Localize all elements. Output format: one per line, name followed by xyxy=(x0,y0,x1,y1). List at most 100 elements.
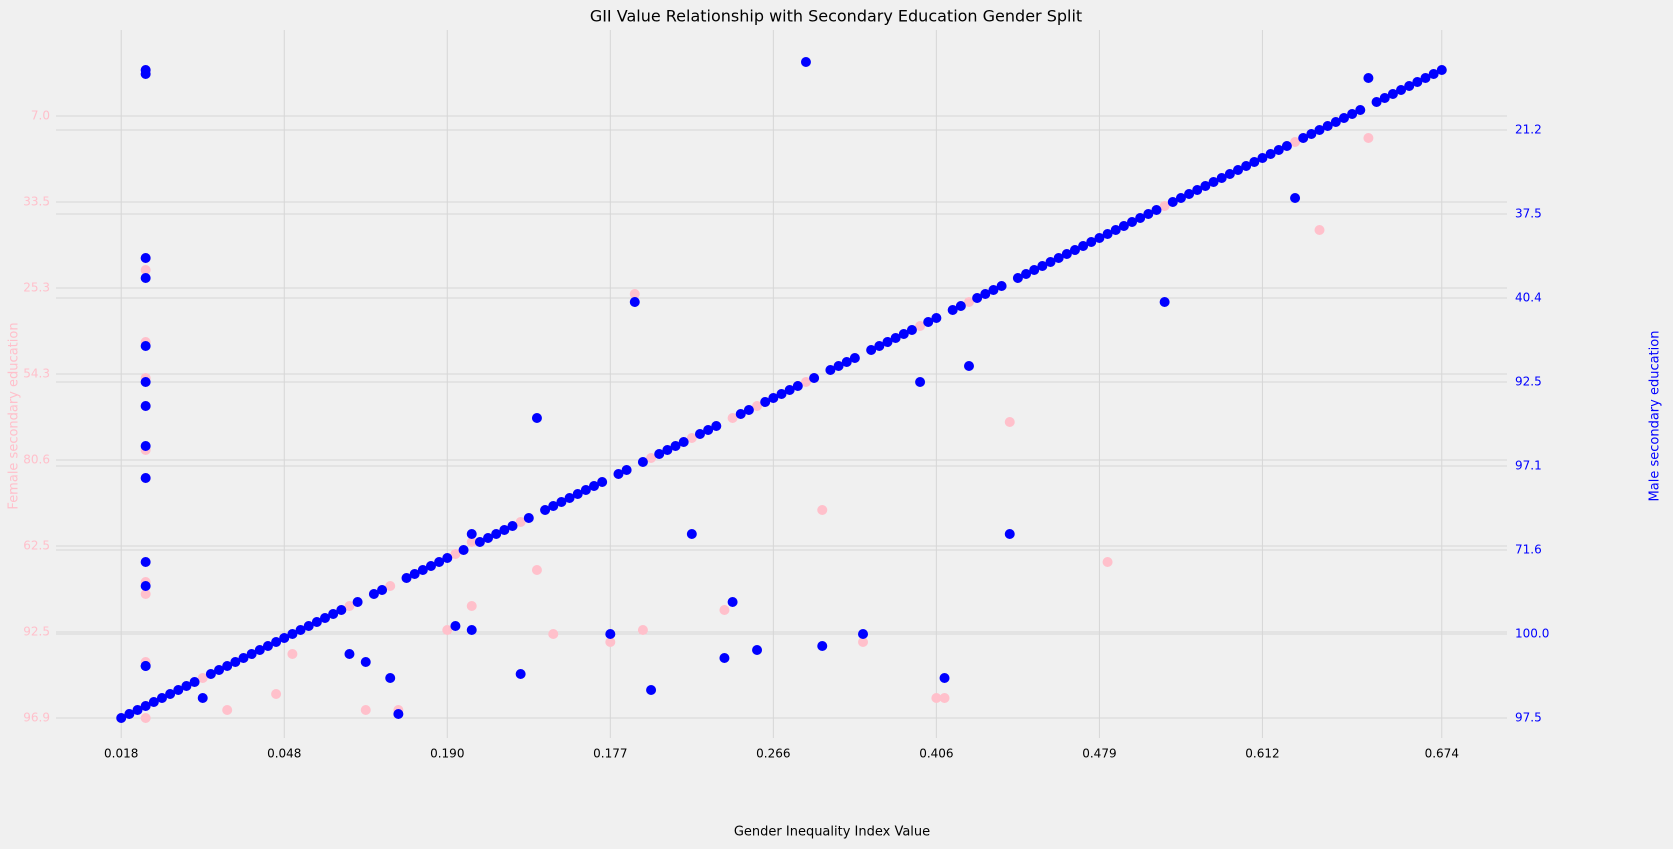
scatter-point xyxy=(972,293,983,303)
scatter-point xyxy=(531,413,542,423)
scatter-point xyxy=(613,469,624,479)
scatter-point xyxy=(1167,197,1178,207)
scatter-point xyxy=(841,357,852,367)
scatter-point xyxy=(1314,225,1325,235)
scatter-point xyxy=(800,377,811,387)
scatter-point xyxy=(866,345,877,355)
scatter-point xyxy=(507,521,518,531)
scatter-point xyxy=(768,393,779,403)
scatter-point xyxy=(360,657,371,667)
scatter-point xyxy=(377,585,388,595)
scatter-point xyxy=(1371,97,1382,107)
scatter-point xyxy=(874,341,885,351)
scatter-point xyxy=(1249,157,1260,167)
scatter-point xyxy=(646,685,657,695)
scatter-point xyxy=(703,425,714,435)
scatter-point xyxy=(279,633,290,643)
scatter-point xyxy=(637,457,648,467)
scatter-point xyxy=(466,529,477,539)
scatter-point xyxy=(735,409,746,419)
scatter-point xyxy=(320,613,331,623)
scatter-point xyxy=(564,493,575,503)
y2-tick-label: 100.0 xyxy=(1515,627,1549,641)
scatter-point xyxy=(295,625,306,635)
scatter-point xyxy=(1143,209,1154,219)
scatter-point xyxy=(589,481,600,491)
scatter-point xyxy=(197,673,208,683)
y-tick-label: 7.0 xyxy=(31,109,50,123)
y2-tick-label: 37.5 xyxy=(1515,207,1542,221)
scatter-point xyxy=(1306,129,1317,139)
scatter-point xyxy=(1290,193,1301,203)
scatter-point xyxy=(931,313,942,323)
x-tick-label: 0.406 xyxy=(919,747,953,761)
scatter-point xyxy=(963,361,974,371)
scatter-point xyxy=(491,529,502,539)
scatter-point xyxy=(548,501,559,511)
scatter-point xyxy=(1290,137,1301,147)
scatter-point xyxy=(1127,217,1138,227)
scatter-point xyxy=(1404,81,1415,91)
scatter-point xyxy=(915,321,926,331)
scatter-point xyxy=(1069,245,1080,255)
scatter-point xyxy=(417,565,428,575)
scatter-point xyxy=(116,713,127,723)
scatter-point xyxy=(1257,153,1268,163)
scatter-point xyxy=(963,297,974,307)
y-tick-label: 62.5 xyxy=(23,539,50,553)
scatter-point xyxy=(752,645,763,655)
x-tick-label: 0.048 xyxy=(267,747,301,761)
scatter-point xyxy=(458,545,469,555)
scatter-point xyxy=(197,693,208,703)
scatter-point xyxy=(1078,241,1089,251)
scatter-point xyxy=(1094,233,1105,243)
scatter-point xyxy=(1355,105,1366,115)
scatter-point xyxy=(556,497,567,507)
scatter-point xyxy=(939,693,950,703)
scatter-point xyxy=(214,665,225,675)
scatter-point xyxy=(311,617,322,627)
scatter-point xyxy=(1021,269,1032,279)
x-tick-label: 0.674 xyxy=(1425,747,1459,761)
y2-tick-label: 97.5 xyxy=(1515,711,1542,725)
scatter-point xyxy=(1420,73,1431,83)
y-tick-label: 54.3 xyxy=(23,367,50,381)
scatter-point xyxy=(368,589,379,599)
scatter-point xyxy=(694,429,705,439)
scatter-point xyxy=(817,505,828,515)
scatter-point xyxy=(165,689,176,699)
y2-tick-label: 40.4 xyxy=(1515,291,1542,305)
scatter-point xyxy=(1102,229,1113,239)
scatter-point xyxy=(996,281,1007,291)
scatter-point xyxy=(450,621,461,631)
scatter-point xyxy=(605,637,616,647)
scatter-point xyxy=(1363,73,1374,83)
scatter-point xyxy=(140,377,151,387)
scatter-point xyxy=(450,549,461,559)
scatter-point xyxy=(1175,193,1186,203)
scatter-point xyxy=(1314,125,1325,135)
scatter-point xyxy=(140,713,151,723)
scatter-point xyxy=(1151,205,1162,215)
scatter-point xyxy=(858,629,869,639)
scatter-point xyxy=(597,477,608,487)
scatter-point xyxy=(809,373,820,383)
scatter-point xyxy=(140,661,151,671)
scatter-point xyxy=(140,581,151,591)
scatter-point xyxy=(686,529,697,539)
scatter-point xyxy=(817,641,828,651)
scatter-point xyxy=(1118,221,1129,231)
y2-tick-label: 97.1 xyxy=(1515,459,1542,473)
scatter-point xyxy=(906,325,917,335)
scatter-point xyxy=(1347,109,1358,119)
x-axis-label: Gender Inequality Index Value xyxy=(734,825,930,840)
scatter-point xyxy=(140,69,151,79)
scatter-point xyxy=(515,517,526,527)
scatter-point xyxy=(271,637,282,647)
scatter-point xyxy=(483,533,494,543)
scatter-point xyxy=(1012,273,1023,283)
scatter-point xyxy=(140,273,151,283)
x-tick-label: 0.018 xyxy=(104,747,138,761)
scatter-point xyxy=(140,401,151,411)
scatter-point xyxy=(1110,225,1121,235)
